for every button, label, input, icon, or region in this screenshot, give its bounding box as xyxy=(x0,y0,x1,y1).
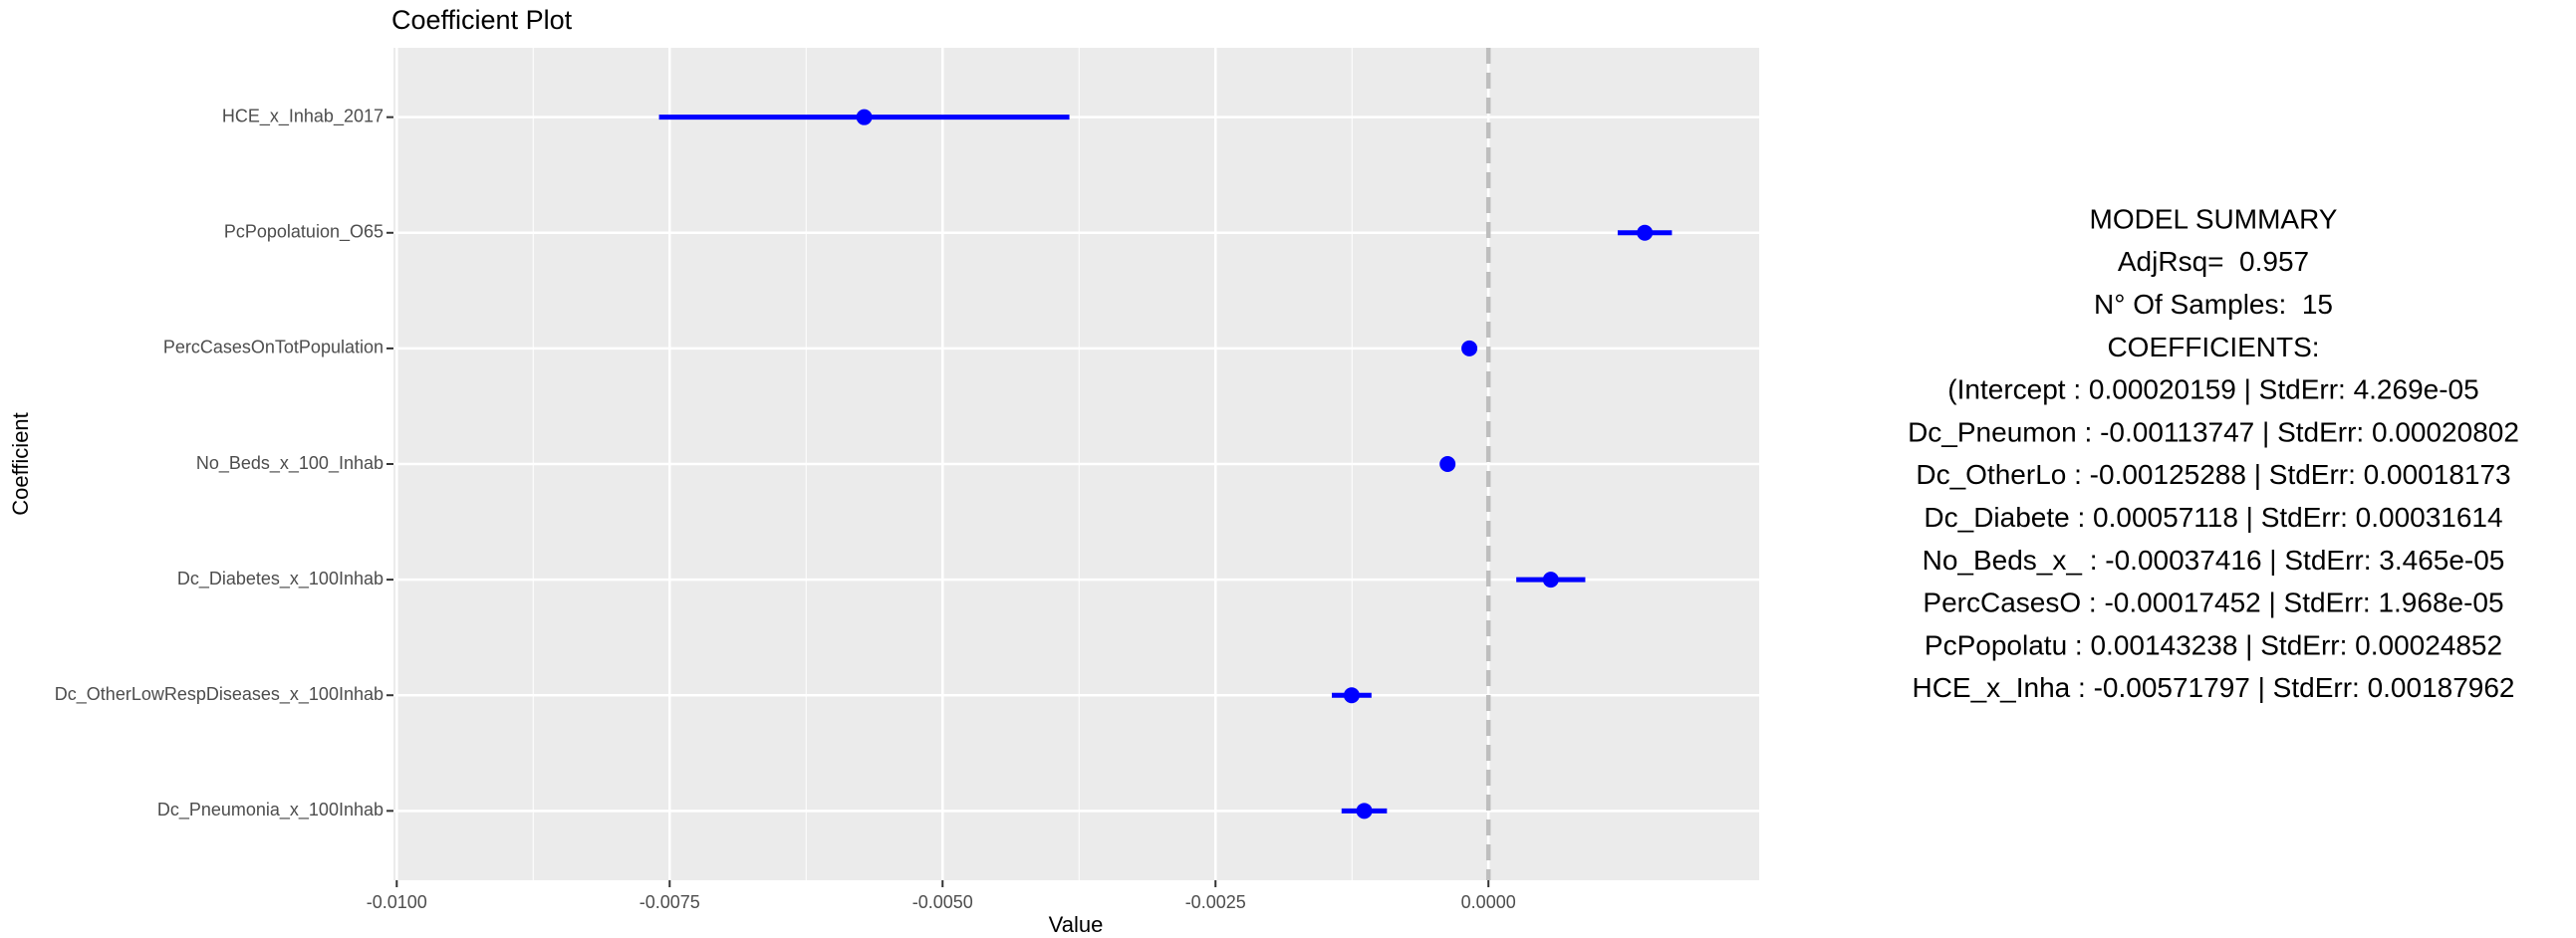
point xyxy=(856,109,873,125)
x-tick-label: -0.0025 xyxy=(1185,892,1246,912)
summary-line: (Intercept : 0.00020159 | StdErr: 4.269e… xyxy=(1947,374,2478,405)
point xyxy=(1343,687,1360,704)
summary-line: COEFFICIENTS: xyxy=(2107,332,2319,362)
point xyxy=(1439,456,1456,472)
point xyxy=(1637,224,1654,241)
summary-title: MODEL SUMMARY xyxy=(2090,203,2338,234)
x-tick-label: -0.0100 xyxy=(367,892,427,912)
x-tick-label: 0.0000 xyxy=(1461,892,1516,912)
y-tick-label: Dc_OtherLowRespDiseases_x_100Inhab xyxy=(55,684,384,705)
x-tick-label: -0.0075 xyxy=(640,892,700,912)
summary-line: HCE_x_Inha : -0.00571797 | StdErr: 0.001… xyxy=(1912,672,2514,703)
chart-title: Coefficient Plot xyxy=(391,5,573,35)
summary-line: Dc_Diabete : 0.00057118 | StdErr: 0.0003… xyxy=(1924,502,2502,533)
summary-line: Dc_Pneumon : -0.00113747 | StdErr: 0.000… xyxy=(1908,416,2519,447)
summary-line: PercCasesO : -0.00017452 | StdErr: 1.968… xyxy=(1923,587,2503,618)
x-axis-title: Value xyxy=(1049,912,1104,937)
y-axis-title: Coefficient xyxy=(8,412,33,516)
y-tick-label: No_Beds_x_100_Inhab xyxy=(196,453,384,474)
summary-line: PcPopolatu : 0.00143238 | StdErr: 0.0002… xyxy=(1925,629,2502,660)
y-tick-label: HCE_x_Inhab_2017 xyxy=(222,106,384,126)
summary-line: N° Of Samples: 15 xyxy=(2094,289,2333,320)
summary-line: No_Beds_x_ : -0.00037416 | StdErr: 3.465… xyxy=(1923,545,2505,576)
y-tick-label: Dc_Pneumonia_x_100Inhab xyxy=(157,800,384,821)
summary-line: AdjRsq= 0.957 xyxy=(2118,246,2309,277)
y-tick-label: Dc_Diabetes_x_100Inhab xyxy=(177,569,384,589)
point xyxy=(1461,340,1478,356)
point xyxy=(1542,572,1559,588)
x-tick-label: -0.0050 xyxy=(912,892,973,912)
y-tick-label: PercCasesOnTotPopulation xyxy=(163,338,384,357)
summary-line: Dc_OtherLo : -0.00125288 | StdErr: 0.000… xyxy=(1916,459,2510,490)
point xyxy=(1356,803,1373,820)
y-tick-label: PcPopolatuion_O65 xyxy=(224,222,384,243)
